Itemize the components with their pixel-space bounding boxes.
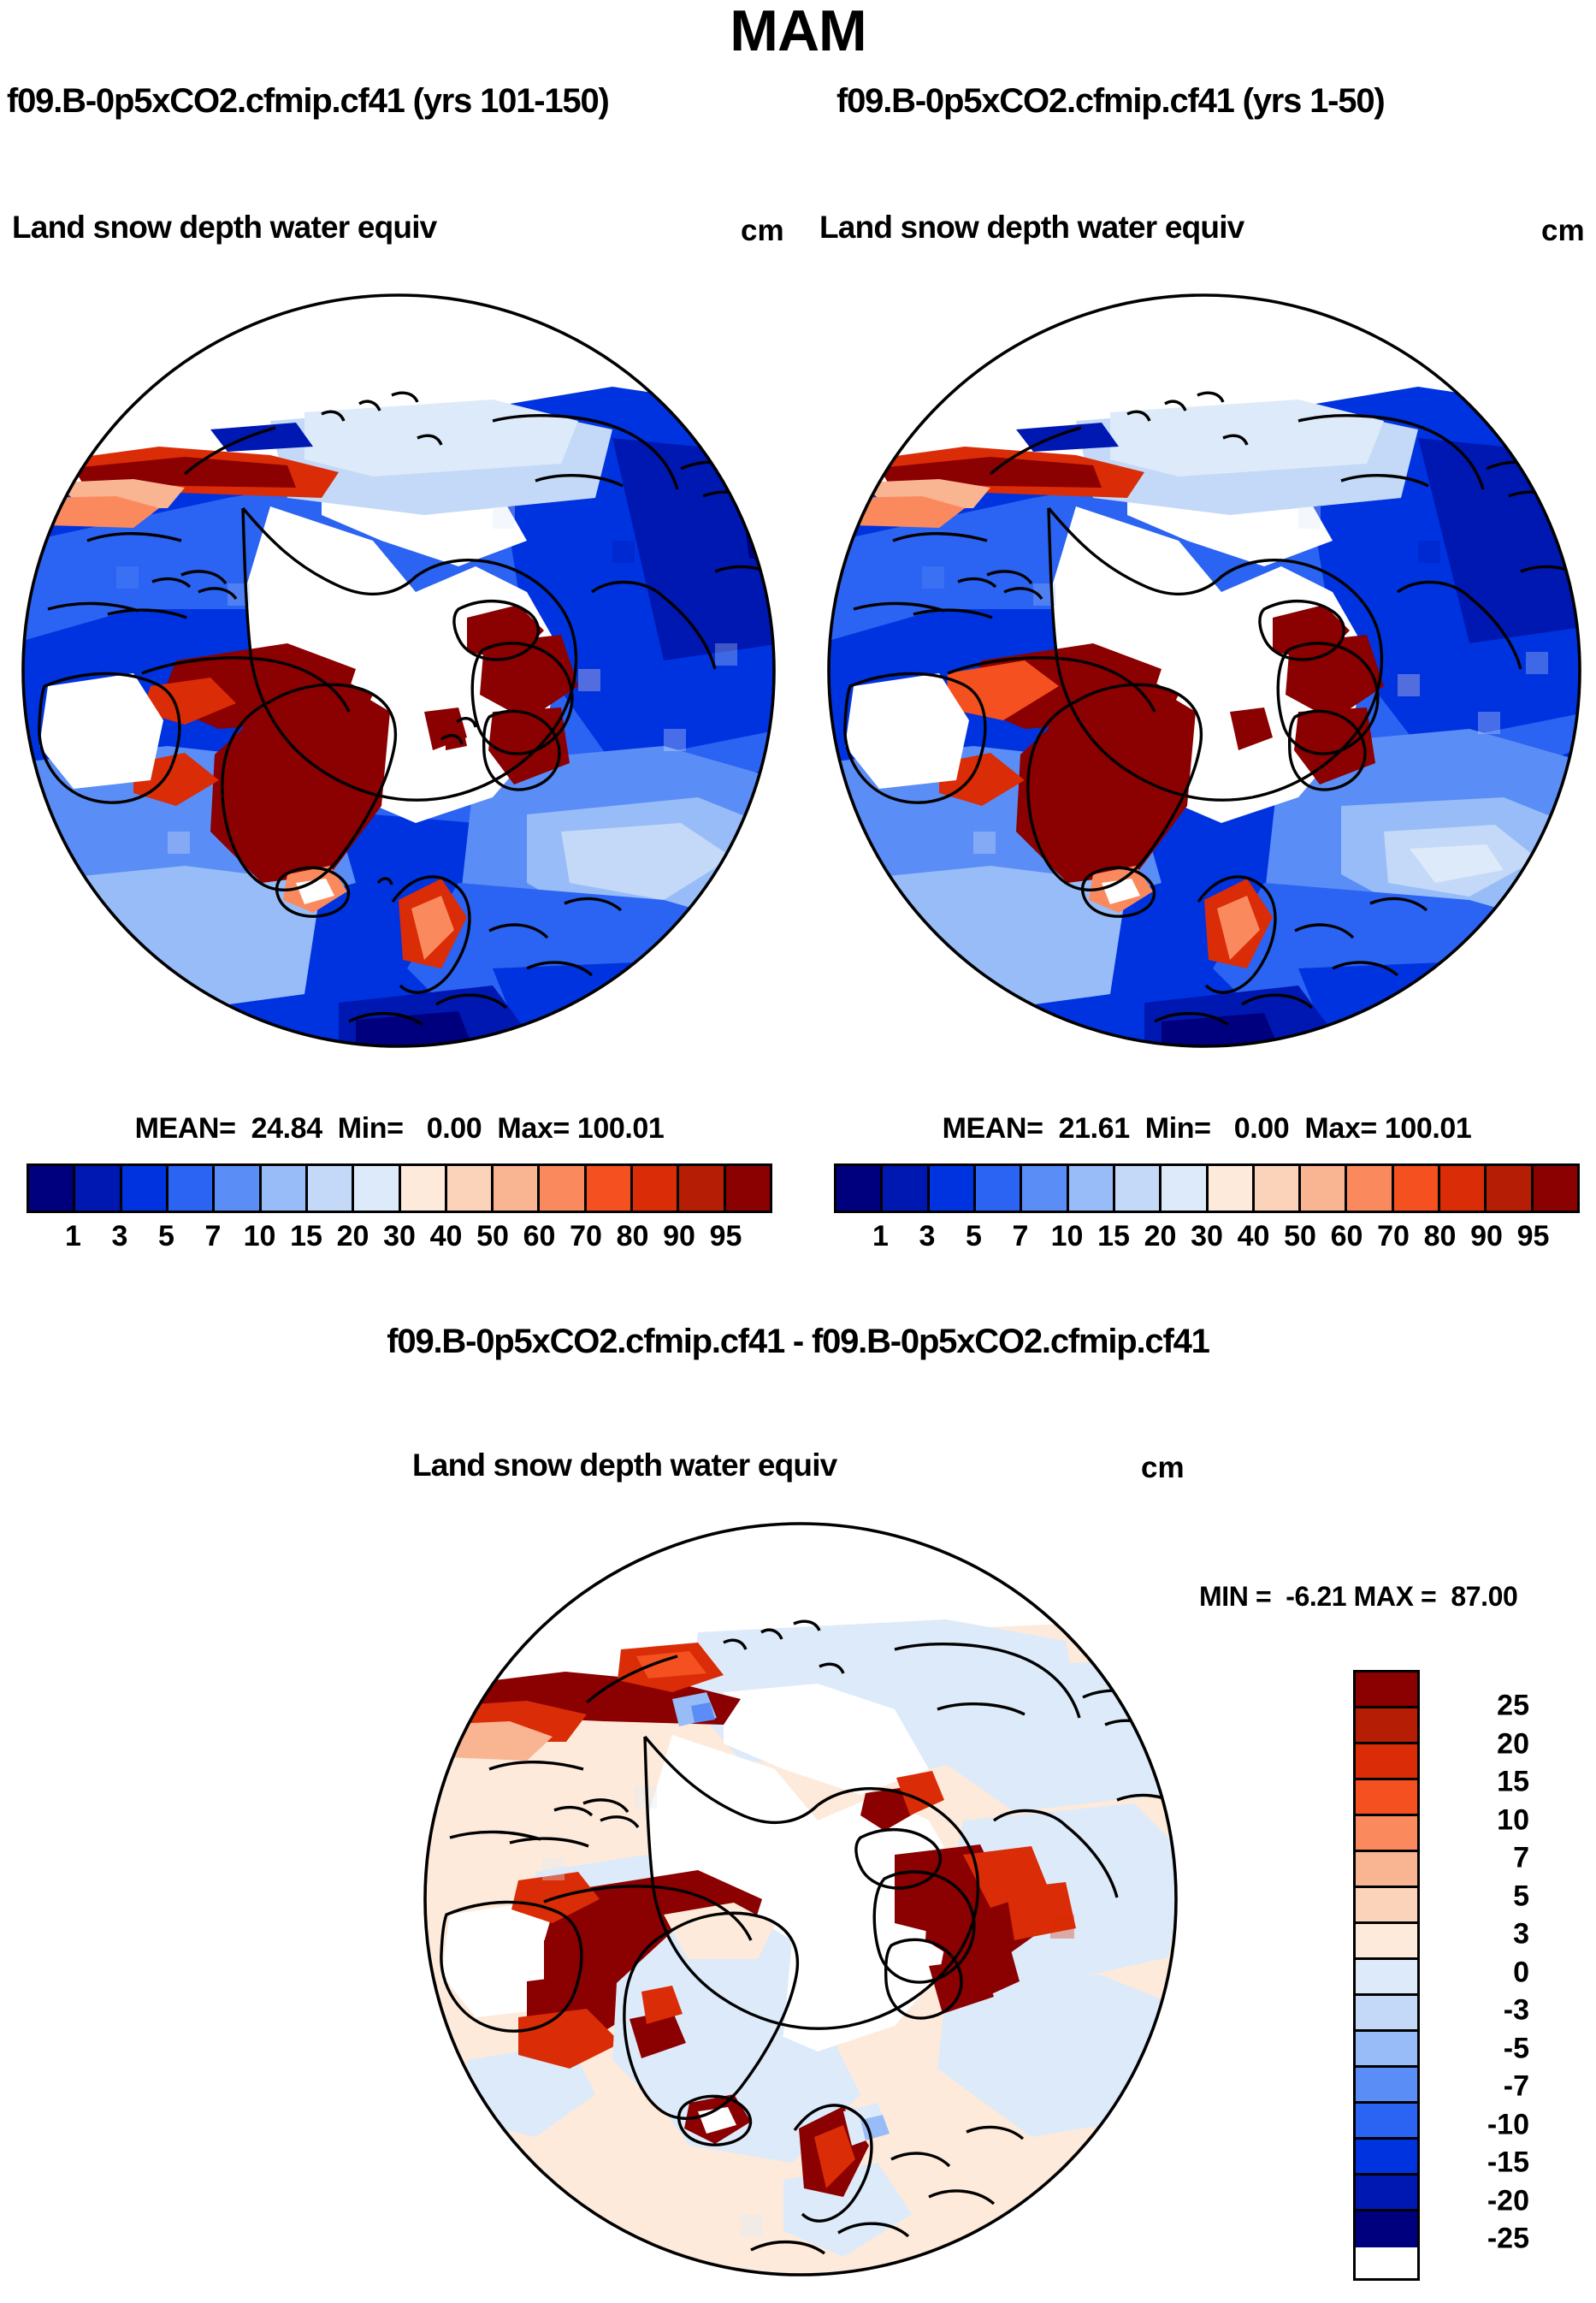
- colorbar-right-cells: [834, 1163, 1580, 1213]
- units-label-left: cm: [741, 214, 784, 247]
- tick-label: -10: [1487, 2108, 1529, 2141]
- stats-right: MEAN= 21.61 Min= 0.00 Max= 100.01: [942, 1112, 1472, 1145]
- case-title-right: f09.B-0p5xCO2.cfmip.cf41 (yrs 1-50): [836, 82, 1386, 120]
- colorbar-right-ticks: 1 3 5 7 10 15 20 30 40 50 60 70 80 90 95: [834, 1220, 1580, 1258]
- season-title: MAM: [730, 0, 866, 63]
- tick-label: 90: [663, 1220, 695, 1252]
- diff-case-title: f09.B-0p5xCO2.cfmip.cf41 - f09.B-0p5xCO2…: [387, 1323, 1210, 1360]
- tick-label: 80: [616, 1220, 649, 1252]
- tick-label: 30: [1191, 1220, 1223, 1252]
- tick-label: 3: [111, 1220, 128, 1252]
- tick-label: 7: [1513, 1841, 1529, 1874]
- tick-label: 40: [1237, 1220, 1270, 1252]
- tick-label: 60: [1330, 1220, 1363, 1252]
- tick-label: 15: [1497, 1765, 1529, 1798]
- tick-label: -3: [1503, 1993, 1529, 2027]
- units-label-diff: cm: [1141, 1451, 1185, 1484]
- tick-label: 80: [1423, 1220, 1457, 1252]
- tick-label: 1: [65, 1220, 81, 1252]
- tick-label: 25: [1497, 1689, 1529, 1722]
- tick-label: 10: [1497, 1803, 1529, 1837]
- tick-label: 0: [1513, 1956, 1529, 1989]
- colorbar-difference-ticks: 25 20 15 10 7 5 3 0 -3 -5 -7 -10 -15 -20…: [1427, 1670, 1589, 2281]
- field-label-diff: Land snow depth water equiv: [412, 1448, 837, 1483]
- tick-label: 7: [1012, 1220, 1029, 1252]
- tick-label: 15: [1097, 1220, 1130, 1252]
- tick-label: 70: [570, 1220, 602, 1252]
- colorbar-difference: [1353, 1670, 1420, 2281]
- tick-label: 40: [429, 1220, 463, 1252]
- tick-label: 5: [966, 1220, 982, 1252]
- tick-label: 30: [383, 1220, 416, 1252]
- tick-label: 60: [523, 1220, 556, 1252]
- units-label-right: cm: [1541, 214, 1585, 247]
- tick-label: -7: [1503, 2069, 1529, 2103]
- tick-label: -25: [1487, 2222, 1529, 2255]
- field-label-right: Land snow depth water equiv: [819, 210, 1244, 245]
- tick-label: 10: [243, 1220, 276, 1252]
- case-title-left: f09.B-0p5xCO2.cfmip.cf41 (yrs 101-150): [7, 82, 610, 120]
- tick-label: 5: [158, 1220, 174, 1252]
- tick-label: -20: [1487, 2184, 1529, 2217]
- tick-label: 70: [1377, 1220, 1410, 1252]
- tick-label: 7: [204, 1220, 222, 1252]
- tick-label: 3: [1513, 1917, 1529, 1951]
- colorbar-left: [27, 1163, 772, 1213]
- field-label-left: Land snow depth water equiv: [12, 210, 437, 245]
- tick-label: 10: [1050, 1220, 1084, 1252]
- polar-map-left: [14, 284, 783, 1054]
- tick-label: 5: [1513, 1880, 1529, 1913]
- tick-label: 20: [1497, 1727, 1529, 1761]
- tick-label: 50: [476, 1220, 509, 1252]
- tick-label: -15: [1487, 2146, 1529, 2179]
- tick-label: 90: [1470, 1220, 1503, 1252]
- tick-label: -5: [1503, 2032, 1529, 2065]
- colorbar-left-cells: [27, 1163, 772, 1213]
- tick-label: 3: [919, 1220, 936, 1252]
- colorbar-difference-cells: [1353, 1670, 1420, 2281]
- diff-minmax-label: MIN = -6.21 MAX = 87.00: [1199, 1581, 1518, 1612]
- tick-label: 1: [872, 1220, 889, 1252]
- polar-map-difference: [416, 1513, 1185, 2282]
- tick-label: 20: [1144, 1220, 1177, 1252]
- tick-label: 95: [1516, 1220, 1550, 1252]
- tick-label: 50: [1284, 1220, 1316, 1252]
- colorbar-right: [834, 1163, 1580, 1213]
- tick-label: 95: [709, 1220, 742, 1252]
- stats-left: MEAN= 24.84 Min= 0.00 Max= 100.01: [134, 1112, 665, 1145]
- tick-label: 15: [290, 1220, 322, 1252]
- colorbar-left-ticks: 1 3 5 7 10 15 20 30 40 50 60 70 80 90 95: [27, 1220, 772, 1258]
- polar-map-right: [819, 284, 1589, 1054]
- tick-label: 20: [336, 1220, 369, 1252]
